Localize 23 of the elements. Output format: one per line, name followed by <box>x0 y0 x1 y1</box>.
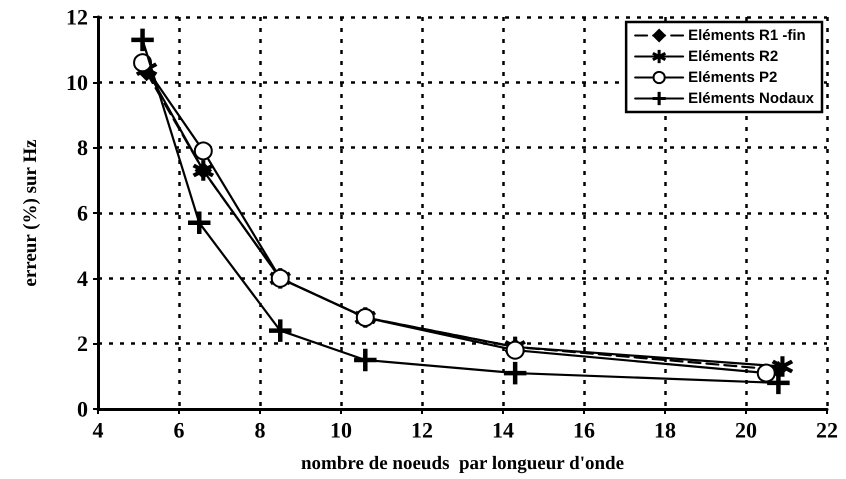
y-tick-label: 2 <box>77 331 88 356</box>
y-tick-label: 8 <box>77 135 88 160</box>
y-tick-label: 4 <box>77 266 88 291</box>
y-tick-label: 0 <box>77 396 88 422</box>
y-tick-label: 12 <box>66 4 88 30</box>
x-tick-label: 10 <box>330 418 352 442</box>
legend-label: Eléments R2 <box>688 48 778 65</box>
x-tick-label: 12 <box>411 418 433 442</box>
x-tick-label: 20 <box>735 418 757 442</box>
legend-label: Eléments Nodaux <box>688 90 815 107</box>
x-tick-label: 14 <box>492 418 514 442</box>
y-axis-title: erreur (%) sur Hz <box>20 138 41 287</box>
x-tick-label: 4 <box>92 418 104 442</box>
x-tick-label: 6 <box>174 418 184 442</box>
x-tick-label: 16 <box>573 418 595 442</box>
x-tick-label: 22 <box>816 418 838 442</box>
x-axis-title: nombre de noeuds par longueur d'onde <box>300 453 624 474</box>
x-tick-label: 8 <box>254 418 266 442</box>
x-tick-label: 18 <box>654 418 676 442</box>
legend-label: Eléments P2 <box>688 69 778 86</box>
y-tick-label: 10 <box>66 70 88 95</box>
legend-label: Eléments R1 -fin <box>688 27 806 44</box>
y-tick-label: 6 <box>77 200 88 226</box>
